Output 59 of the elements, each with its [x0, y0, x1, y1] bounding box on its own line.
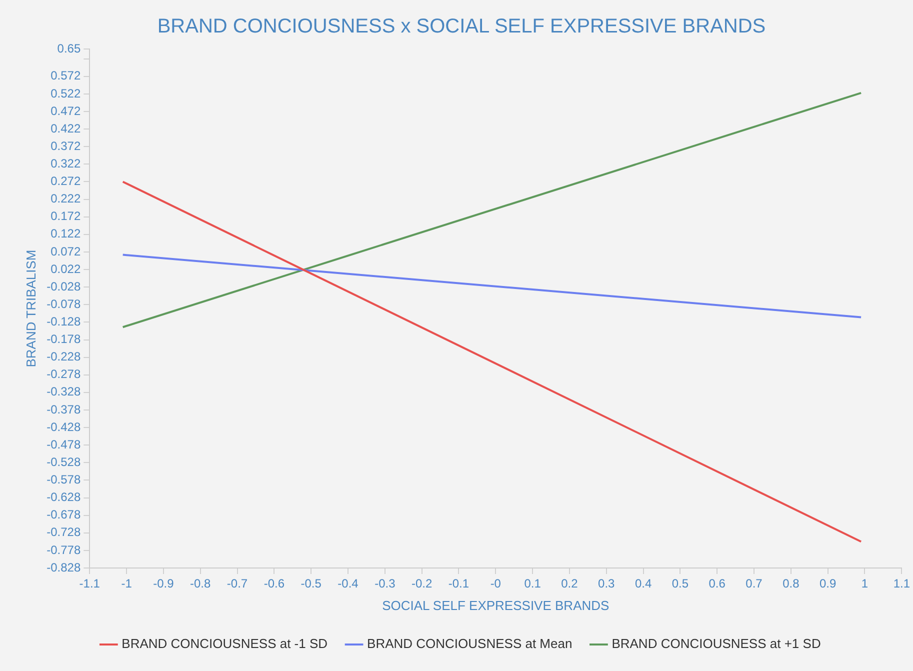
y-tick-label: 0.422: [50, 121, 81, 136]
y-tick-label: -0.528: [46, 454, 81, 469]
x-tick-label: -0.1: [448, 576, 470, 591]
x-tick-label: -0.4: [338, 576, 359, 591]
y-tick-label: -0.678: [46, 508, 81, 522]
x-tick-label: -1.1: [79, 576, 100, 591]
y-tick-label: 0.572: [50, 68, 81, 83]
y-tick-label: -0.728: [46, 525, 81, 540]
y-tick-label: -0.628: [46, 490, 81, 504]
y-tick-label: 0.022: [50, 262, 81, 276]
y-tick-label: 0.522: [50, 86, 81, 100]
x-tick-label: 1.1: [893, 576, 910, 591]
x-axis-title: SOCIAL SELF EXPRESSIVE BRANDS: [382, 598, 610, 613]
y-tick-label: -0.828: [46, 560, 81, 574]
y-tick-label: 0.272: [50, 174, 81, 188]
x-tick-label: 1: [861, 576, 868, 591]
y-tick-label: -0.578: [46, 472, 81, 487]
x-tick-label: -0: [490, 576, 502, 591]
x-tick-label: -0.5: [300, 576, 322, 591]
y-tick-label: 0.65: [57, 41, 81, 56]
x-tick-label: -0.6: [264, 576, 285, 591]
x-tick-label: 0.4: [634, 576, 652, 591]
y-tick-label: -0.428: [46, 420, 81, 434]
y-tick-label: 0.122: [50, 226, 81, 241]
x-tick-label: 0.7: [746, 576, 763, 591]
y-tick-label: 0.372: [50, 138, 81, 153]
x-tick-label: 0.3: [598, 576, 616, 591]
y-tick-label: 0.472: [50, 104, 81, 118]
y-tick-label: 0.072: [50, 244, 81, 258]
x-tick-label: 0.8: [782, 576, 800, 591]
x-tick-label: -0.2: [411, 576, 432, 591]
x-tick-label: -1: [121, 576, 132, 591]
y-tick-label: 0.222: [50, 192, 81, 206]
y-tick-label: -0.328: [46, 384, 81, 399]
x-tick-label: 0.6: [708, 576, 726, 591]
y-tick-label: -0.278: [46, 367, 81, 382]
chart-title: BRAND CONCIOUSNESS x SOCIAL SELF EXPRESSIVE BRANDS: [157, 16, 766, 38]
x-tick-label: -0.7: [226, 576, 248, 591]
y-tick-label: -0.228: [46, 350, 81, 364]
x-tick-label: 0.5: [672, 576, 689, 591]
x-tick-label: -0.8: [190, 576, 212, 591]
y-tick-label: -0.078: [46, 296, 81, 311]
y-tick-label: -0.178: [46, 332, 81, 346]
y-tick-label: -0.478: [46, 437, 81, 452]
y-tick-label: -0.378: [46, 402, 81, 416]
y-tick-label: -0.128: [46, 314, 81, 329]
y-tick-label: 0.172: [50, 209, 81, 224]
legend-label: BRAND CONCIOUSNESS at Mean: [367, 636, 572, 652]
legend-label: BRAND CONCIOUSNESS at +1 SD: [612, 636, 821, 652]
y-tick-label: -0.778: [46, 542, 81, 557]
x-tick-label: -0.3: [374, 576, 396, 591]
x-tick-label: -0.9: [153, 576, 174, 591]
y-axis-title: BRAND TRIBALISM: [23, 250, 38, 368]
legend-label: BRAND CONCIOUSNESS at -1 SD: [122, 636, 328, 652]
y-tick-label: -0.028: [46, 279, 81, 294]
x-tick-label: 0.9: [819, 576, 836, 591]
x-tick-label: 0.2: [561, 576, 578, 591]
x-tick-label: 0.1: [524, 576, 542, 591]
y-tick-label: 0.322: [50, 156, 81, 170]
